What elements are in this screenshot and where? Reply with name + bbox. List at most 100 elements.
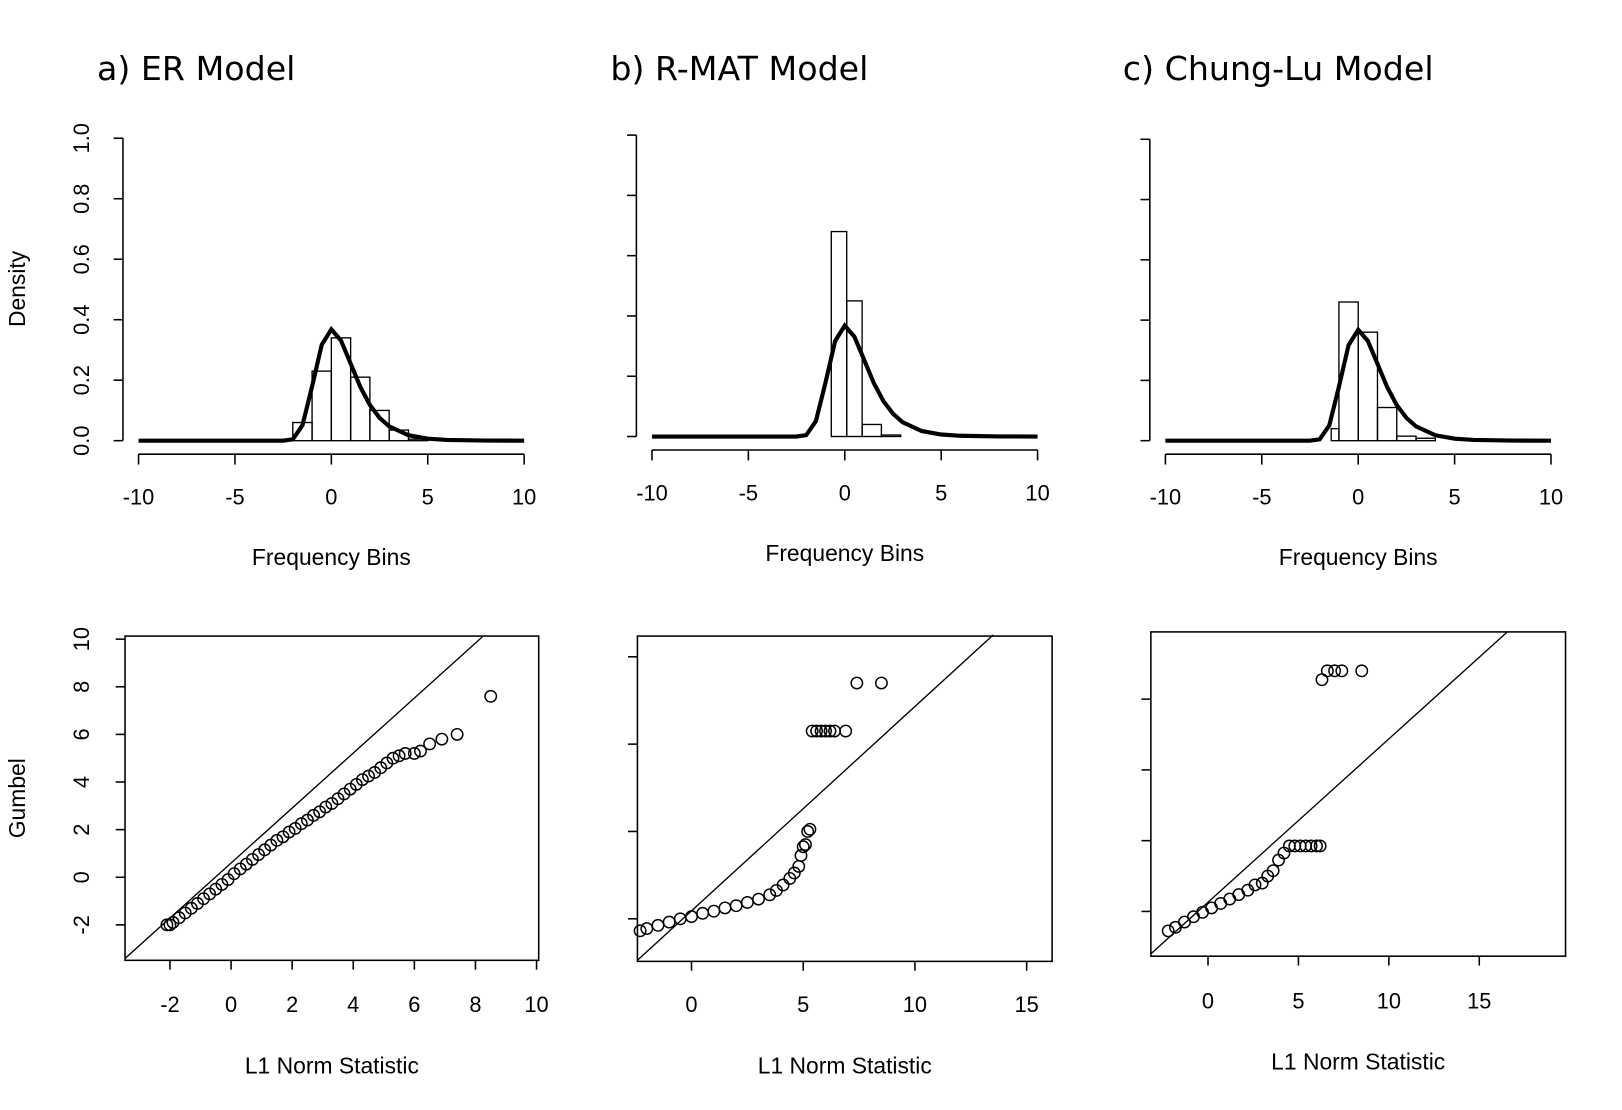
point bbox=[362, 769, 375, 783]
point bbox=[718, 901, 732, 915]
bar bbox=[880, 434, 902, 438]
point bbox=[633, 924, 647, 938]
point bbox=[776, 878, 790, 892]
x-tick-label: 0 bbox=[225, 992, 237, 1017]
y-tick-label: 0.6 bbox=[69, 244, 94, 274]
y-tick-label: 10 bbox=[69, 627, 94, 651]
x-tick-label: 5 bbox=[797, 992, 809, 1017]
point bbox=[1335, 664, 1349, 678]
bar bbox=[1330, 427, 1340, 442]
y-tick-label: 1.0 bbox=[69, 123, 94, 153]
plot-frame bbox=[124, 635, 540, 962]
x-tick-label: 10 bbox=[903, 992, 927, 1017]
y-axis-label: Density bbox=[4, 250, 30, 327]
point bbox=[319, 800, 333, 814]
x-axis-label: Frequency Bins bbox=[252, 544, 411, 570]
point bbox=[803, 822, 817, 836]
y-tick-label: 8 bbox=[69, 681, 94, 693]
x-tick-label: 0 bbox=[1202, 989, 1214, 1014]
point bbox=[685, 910, 698, 924]
y-tick-label: 0.8 bbox=[69, 184, 94, 214]
x-tick-label: 5 bbox=[1292, 989, 1304, 1014]
point bbox=[752, 892, 765, 906]
y-tick-label: 4 bbox=[69, 776, 94, 788]
point bbox=[696, 906, 710, 920]
density-curve bbox=[1165, 326, 1552, 443]
x-tick-label: 5 bbox=[1449, 485, 1461, 510]
point bbox=[355, 773, 369, 787]
point bbox=[1304, 839, 1318, 853]
x-tick-label: 8 bbox=[469, 992, 481, 1017]
point bbox=[1313, 839, 1327, 853]
x-axis-label: Frequency Bins bbox=[1279, 544, 1438, 570]
x-tick-label: 10 bbox=[524, 992, 548, 1017]
y-tick-label: 0.2 bbox=[69, 365, 94, 395]
point bbox=[801, 825, 815, 838]
x-axis-label: L1 Norm Statistic bbox=[245, 1052, 419, 1078]
x-tick-label: 10 bbox=[1025, 480, 1049, 505]
bar bbox=[846, 300, 863, 438]
point bbox=[810, 724, 824, 738]
x-tick-label: 5 bbox=[935, 480, 947, 505]
point bbox=[386, 751, 400, 765]
point bbox=[407, 746, 421, 760]
point bbox=[814, 724, 828, 738]
point bbox=[1320, 664, 1334, 678]
x-tick-label: 15 bbox=[1015, 992, 1039, 1017]
panel-title: a) ER Model bbox=[97, 49, 295, 88]
point bbox=[398, 746, 412, 760]
x-tick-label: 10 bbox=[512, 485, 536, 510]
point bbox=[787, 866, 801, 880]
reference-line bbox=[636, 634, 994, 961]
point bbox=[484, 689, 498, 703]
point bbox=[850, 676, 864, 690]
point bbox=[160, 918, 174, 932]
x-tick-label: 0 bbox=[685, 992, 697, 1017]
point bbox=[794, 849, 808, 862]
point bbox=[763, 888, 777, 902]
point bbox=[640, 922, 654, 936]
point bbox=[392, 749, 406, 763]
point bbox=[1161, 924, 1175, 938]
point bbox=[729, 899, 743, 913]
bar bbox=[1357, 331, 1379, 442]
x-axis-label: Frequency Bins bbox=[765, 540, 924, 566]
bar bbox=[1396, 435, 1417, 442]
x-tick-label: 10 bbox=[1539, 485, 1563, 510]
density-curve bbox=[138, 325, 525, 443]
point bbox=[270, 833, 284, 847]
panel-title: b) R-MAT Model bbox=[610, 49, 868, 88]
reference-line bbox=[124, 636, 483, 959]
point bbox=[874, 676, 888, 690]
x-axis-label: L1 Norm Statistic bbox=[1271, 1048, 1445, 1074]
x-tick-label: -10 bbox=[123, 485, 155, 510]
x-tick-label: 6 bbox=[408, 992, 420, 1017]
x-tick-label: -10 bbox=[636, 480, 668, 505]
y-axis-label: Gumbel bbox=[4, 758, 30, 838]
point bbox=[662, 915, 676, 929]
point bbox=[796, 840, 810, 854]
x-tick-label: -10 bbox=[1150, 485, 1182, 510]
y-tick-label: 0 bbox=[69, 871, 94, 883]
point bbox=[435, 732, 449, 746]
x-tick-label: 5 bbox=[422, 485, 434, 510]
point bbox=[414, 744, 427, 758]
point bbox=[282, 825, 296, 839]
point bbox=[1248, 878, 1262, 892]
panel-title: c) Chung-Lu Model bbox=[1123, 49, 1434, 88]
x-tick-label: 0 bbox=[325, 485, 337, 510]
point bbox=[1310, 839, 1323, 853]
x-tick-label: 4 bbox=[347, 992, 359, 1017]
point bbox=[163, 918, 177, 932]
point bbox=[839, 724, 853, 738]
x-tick-label: -2 bbox=[160, 992, 179, 1017]
point bbox=[423, 737, 437, 751]
x-tick-label: 0 bbox=[1352, 485, 1364, 510]
point bbox=[740, 895, 754, 909]
x-tick-label: -5 bbox=[225, 485, 244, 510]
point bbox=[799, 838, 812, 852]
reference-line bbox=[1150, 631, 1508, 955]
point bbox=[1328, 664, 1342, 678]
